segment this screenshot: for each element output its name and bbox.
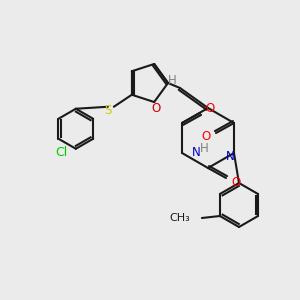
Text: N: N xyxy=(226,149,234,163)
Text: H: H xyxy=(168,74,176,86)
Text: CH₃: CH₃ xyxy=(169,213,190,223)
Text: O: O xyxy=(201,130,211,143)
Text: N: N xyxy=(192,146,201,160)
Text: O: O xyxy=(152,101,161,115)
Text: Cl: Cl xyxy=(56,146,68,159)
Text: H: H xyxy=(200,142,208,154)
Text: O: O xyxy=(231,176,241,188)
Text: O: O xyxy=(206,103,214,116)
Text: S: S xyxy=(104,104,112,117)
